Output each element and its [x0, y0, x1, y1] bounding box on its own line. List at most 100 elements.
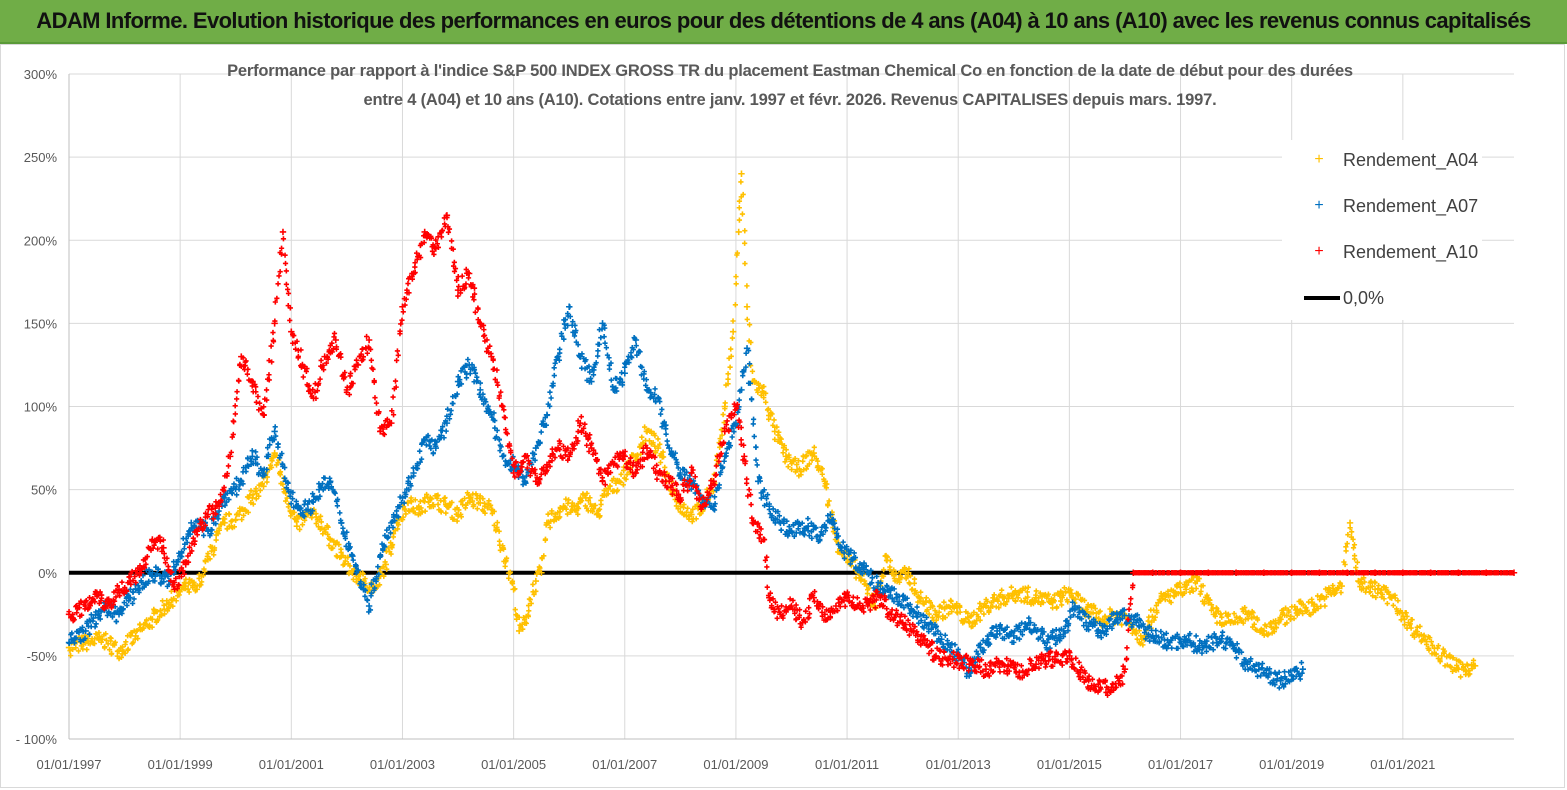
- series-marker: [382, 559, 388, 565]
- series-marker: [272, 424, 278, 430]
- series-marker: [1196, 575, 1202, 582]
- series-marker: [1414, 624, 1420, 630]
- series-marker: [269, 458, 275, 464]
- series-marker: [603, 345, 609, 351]
- series-marker: [746, 487, 752, 493]
- series-marker: [275, 281, 281, 287]
- series-marker: [971, 609, 977, 615]
- series-marker: [764, 584, 770, 590]
- series-marker: [607, 483, 613, 489]
- series-marker: [982, 602, 988, 608]
- series-marker: [334, 503, 340, 509]
- series-marker: [557, 514, 563, 520]
- series-marker: [798, 469, 804, 475]
- series-marker: [729, 335, 736, 341]
- series-marker: [742, 260, 748, 267]
- series-marker: [1379, 591, 1386, 598]
- x-tick-label: 01/01/2013: [926, 757, 991, 772]
- series-marker: [948, 598, 954, 604]
- series-marker: [840, 539, 846, 545]
- series-marker: [146, 622, 153, 628]
- series-marker: [1042, 664, 1049, 670]
- data-point: [729, 328, 737, 335]
- series-marker: [766, 416, 772, 422]
- series-marker: [859, 576, 865, 582]
- series-marker: [1350, 545, 1357, 551]
- series-marker: [618, 479, 624, 485]
- series-marker: [1401, 616, 1408, 622]
- series-marker: [613, 480, 619, 486]
- series-marker: [966, 618, 972, 625]
- series-marker: [241, 512, 247, 519]
- series-marker: [236, 378, 242, 384]
- series-marker: [660, 449, 666, 455]
- series-marker: [1061, 585, 1067, 591]
- series-marker: [945, 611, 952, 617]
- series-marker: [725, 376, 731, 382]
- series-marker: [1126, 606, 1132, 612]
- series-marker: [761, 394, 767, 401]
- series-marker: [1404, 613, 1410, 620]
- series-marker: [1149, 613, 1155, 619]
- series-marker: [548, 395, 554, 401]
- series-marker: [935, 614, 942, 620]
- series-marker: [1128, 596, 1134, 602]
- series-marker: [1302, 605, 1308, 611]
- series-marker: [161, 611, 168, 617]
- series-marker: [1265, 631, 1272, 637]
- series-marker: [500, 546, 507, 552]
- series-marker: [1304, 607, 1310, 614]
- series-marker: [929, 615, 936, 621]
- series-marker: [244, 371, 251, 377]
- series-marker: [394, 526, 401, 532]
- series-marker: [663, 431, 669, 437]
- series-marker: [1157, 598, 1163, 604]
- series-marker: [201, 532, 207, 539]
- y-tick-label: 50%: [31, 483, 57, 498]
- series-marker: [733, 274, 739, 280]
- series-marker: [565, 497, 572, 503]
- series-marker: [663, 478, 669, 484]
- series-marker: [234, 492, 240, 498]
- series-marker: [285, 290, 292, 297]
- series-marker: [495, 382, 501, 388]
- series-marker: [1256, 661, 1262, 668]
- chart-frame: [0, 44, 1565, 788]
- series-marker: [926, 611, 932, 617]
- series-marker: [526, 608, 532, 614]
- series-marker: [749, 368, 756, 374]
- series-marker: [1235, 620, 1241, 626]
- series-marker: [1298, 659, 1305, 666]
- series-marker: [722, 406, 728, 412]
- series-marker: [327, 475, 333, 481]
- series-marker: [1168, 599, 1174, 606]
- series-marker: [1053, 605, 1060, 611]
- series-marker: [936, 609, 942, 615]
- series-marker: [1231, 611, 1237, 617]
- series-marker: [1300, 611, 1306, 617]
- series-marker: [531, 591, 537, 597]
- series-marker: [1288, 613, 1294, 619]
- series-marker: [330, 545, 336, 551]
- series-marker: [545, 511, 551, 517]
- series-marker: [734, 250, 740, 256]
- series-marker: [1024, 589, 1030, 595]
- series-marker: [537, 565, 543, 571]
- series-marker: [606, 366, 613, 372]
- series-marker: [134, 627, 140, 634]
- series-marker: [595, 353, 601, 359]
- series-marker: [376, 582, 383, 588]
- series-marker: [202, 568, 208, 574]
- series-marker: [1370, 593, 1376, 599]
- series-marker: [1426, 647, 1432, 653]
- series-marker: [1165, 588, 1171, 595]
- series-marker: [471, 502, 477, 508]
- series-marker: [1200, 583, 1206, 589]
- series-marker: [652, 450, 659, 456]
- series-marker: [778, 527, 784, 533]
- series-marker: [482, 510, 488, 516]
- series-marker: [455, 293, 461, 299]
- series-marker: [1107, 606, 1113, 612]
- series-marker: [1354, 559, 1360, 565]
